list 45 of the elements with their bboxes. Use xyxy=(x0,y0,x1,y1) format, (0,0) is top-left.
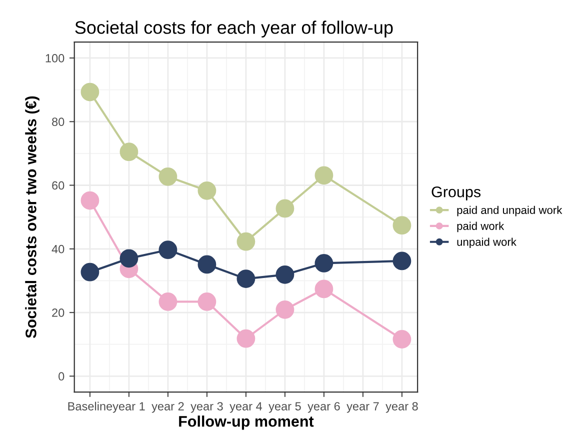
point xyxy=(236,329,256,348)
y-tick-label: 40 xyxy=(52,244,64,254)
point xyxy=(276,265,294,284)
point xyxy=(198,255,216,274)
point xyxy=(392,216,412,235)
point xyxy=(236,270,256,288)
y-tick-label: 20 xyxy=(52,308,64,317)
point xyxy=(236,232,256,251)
y-tick-label: 60 xyxy=(52,181,64,190)
x-tick-label: year 3 xyxy=(190,402,223,413)
point xyxy=(198,181,216,200)
point xyxy=(120,142,138,162)
legend-label: paid work xyxy=(457,222,504,232)
legend-label: paid and unpaid work xyxy=(457,206,562,216)
point xyxy=(314,280,334,298)
chart-title: Societal costs for each year of follow-up xyxy=(75,20,393,38)
y-tick-label: 0 xyxy=(58,372,64,381)
point xyxy=(120,249,138,268)
y-tick-label: 100 xyxy=(46,54,64,62)
x-tick-label: year 8 xyxy=(386,402,418,413)
point xyxy=(392,252,412,270)
point xyxy=(198,292,216,311)
x-tick-label: year 7 xyxy=(346,402,379,413)
x-tick-label: year 4 xyxy=(230,402,262,413)
x-axis-title: Follow-up moment xyxy=(179,416,314,430)
x-tick-label: year 6 xyxy=(308,402,340,413)
legend-title: Groups xyxy=(432,186,481,200)
point xyxy=(276,199,294,218)
x-tick-label: year 1 xyxy=(112,402,145,413)
x-tick-label: year 2 xyxy=(152,402,184,413)
point xyxy=(392,330,412,348)
point xyxy=(80,82,100,102)
y-axis-title: Societal costs over two weeks (€) xyxy=(25,96,40,338)
y-tick-label: 80 xyxy=(52,118,64,126)
point xyxy=(314,166,334,185)
legend-label: unpaid work xyxy=(457,238,516,248)
point xyxy=(314,254,334,272)
point xyxy=(80,262,100,282)
point xyxy=(158,240,178,260)
point xyxy=(158,167,178,186)
point xyxy=(80,191,100,210)
point xyxy=(158,292,178,311)
point xyxy=(276,300,294,319)
x-tick-label: year 5 xyxy=(268,402,301,413)
x-tick-label: Baseline xyxy=(68,402,112,410)
